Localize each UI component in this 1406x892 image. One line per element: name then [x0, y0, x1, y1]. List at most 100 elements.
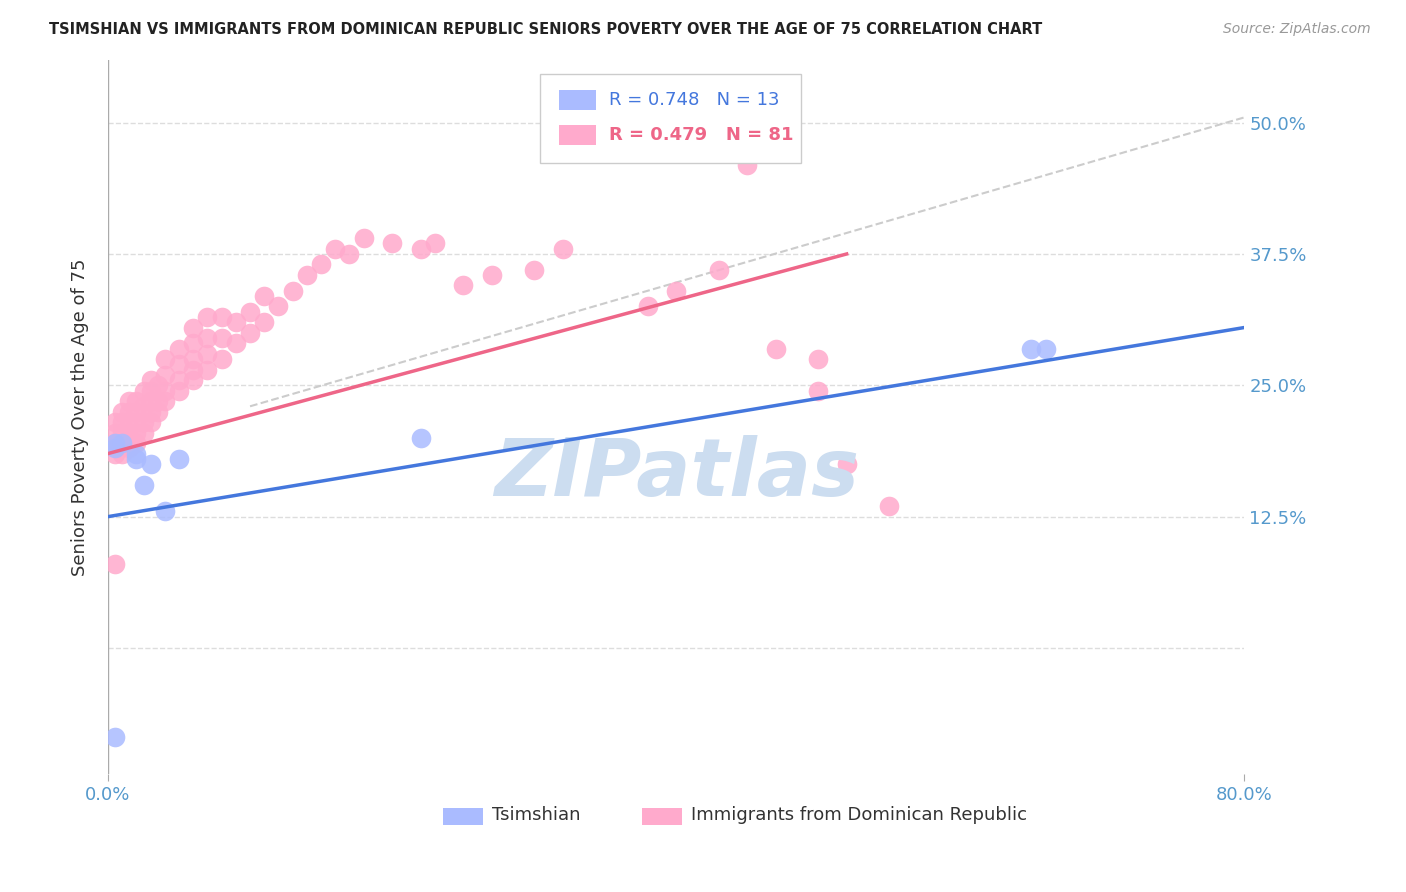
Point	[239, 326, 262, 340]
Text: TSIMSHIAN VS IMMIGRANTS FROM DOMINICAN REPUBLIC SENIORS POVERTY OVER THE AGE OF : TSIMSHIAN VS IMMIGRANTS FROM DOMINICAN R…	[49, 22, 1042, 37]
Point	[118, 420, 141, 434]
Point	[139, 404, 162, 418]
Point	[132, 478, 155, 492]
Point	[167, 342, 190, 356]
Text: Tsimshian: Tsimshian	[492, 805, 581, 823]
Point	[104, 731, 127, 745]
Point	[132, 425, 155, 440]
Point	[197, 347, 219, 361]
Point	[139, 415, 162, 429]
Point	[118, 431, 141, 445]
Point	[104, 442, 127, 456]
Bar	[443, 807, 484, 825]
Point	[104, 425, 127, 440]
Text: Source: ZipAtlas.com: Source: ZipAtlas.com	[1223, 22, 1371, 37]
Point	[111, 415, 134, 429]
Point	[104, 436, 127, 450]
Point	[139, 373, 162, 387]
Point	[125, 451, 148, 466]
Bar	[560, 126, 596, 145]
Point	[139, 394, 162, 409]
Point	[111, 425, 134, 440]
Point	[735, 158, 758, 172]
Point	[1021, 342, 1043, 356]
Point	[1035, 342, 1057, 356]
Point	[111, 436, 134, 450]
Point	[481, 268, 503, 282]
Point	[118, 394, 141, 409]
Point	[551, 242, 574, 256]
Point	[104, 447, 127, 461]
Text: Immigrants from Dominican Republic: Immigrants from Dominican Republic	[690, 805, 1026, 823]
Point	[125, 394, 148, 409]
Text: R = 0.479   N = 81: R = 0.479 N = 81	[609, 127, 793, 145]
Point	[323, 242, 346, 256]
FancyBboxPatch shape	[540, 74, 801, 163]
Point	[118, 404, 141, 418]
Point	[197, 362, 219, 376]
Point	[104, 557, 127, 571]
Point	[877, 499, 900, 513]
Point	[118, 442, 141, 456]
Point	[665, 284, 688, 298]
Point	[125, 425, 148, 440]
Point	[253, 315, 276, 329]
Point	[167, 373, 190, 387]
Point	[409, 431, 432, 445]
Point	[381, 236, 404, 251]
Point	[309, 257, 332, 271]
Point	[125, 415, 148, 429]
Point	[153, 504, 176, 518]
Point	[153, 394, 176, 409]
Bar	[560, 89, 596, 110]
Point	[153, 368, 176, 382]
Point	[181, 373, 204, 387]
Point	[111, 436, 134, 450]
Point	[139, 457, 162, 471]
Point	[146, 404, 169, 418]
Point	[181, 351, 204, 366]
Point	[707, 262, 730, 277]
Point	[765, 342, 787, 356]
Point	[111, 447, 134, 461]
Point	[132, 384, 155, 398]
Point	[225, 315, 247, 329]
Point	[197, 331, 219, 345]
Point	[353, 231, 375, 245]
Point	[339, 247, 361, 261]
Point	[104, 436, 127, 450]
Point	[253, 289, 276, 303]
Point	[211, 331, 233, 345]
Point	[211, 351, 233, 366]
Point	[167, 357, 190, 371]
Point	[125, 447, 148, 461]
Point	[125, 436, 148, 450]
Bar	[643, 807, 682, 825]
Point	[111, 404, 134, 418]
Point	[125, 404, 148, 418]
Point	[423, 236, 446, 251]
Point	[139, 384, 162, 398]
Text: ZIPatlas: ZIPatlas	[494, 435, 859, 513]
Text: R = 0.748   N = 13: R = 0.748 N = 13	[609, 91, 780, 109]
Point	[835, 457, 858, 471]
Point	[807, 351, 830, 366]
Point	[104, 415, 127, 429]
Y-axis label: Seniors Poverty Over the Age of 75: Seniors Poverty Over the Age of 75	[72, 258, 89, 575]
Point	[132, 415, 155, 429]
Point	[146, 378, 169, 392]
Point	[181, 336, 204, 351]
Point	[146, 394, 169, 409]
Point	[167, 451, 190, 466]
Point	[167, 384, 190, 398]
Point	[523, 262, 546, 277]
Point	[409, 242, 432, 256]
Point	[239, 304, 262, 318]
Point	[181, 362, 204, 376]
Point	[451, 278, 474, 293]
Point	[295, 268, 318, 282]
Point	[153, 351, 176, 366]
Point	[281, 284, 304, 298]
Point	[181, 320, 204, 334]
Point	[153, 384, 176, 398]
